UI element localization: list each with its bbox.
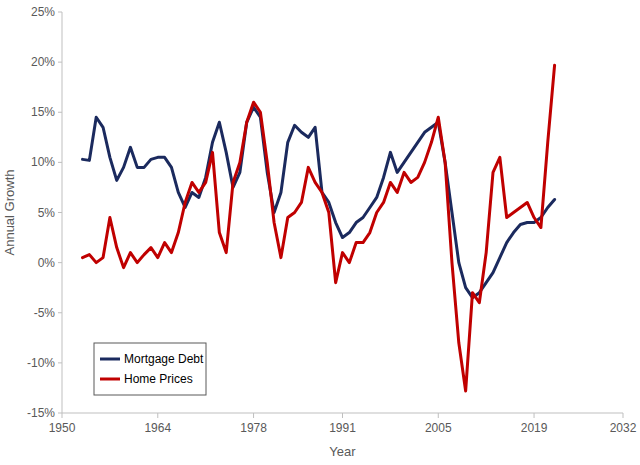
y-tick (58, 12, 62, 13)
y-tick-label: -10% (27, 356, 55, 370)
x-tick-label: 1991 (329, 421, 356, 435)
legend: Mortgage Debt Home Prices (94, 343, 206, 395)
x-tick (342, 413, 343, 418)
y-tick (58, 312, 62, 313)
legend-swatch (100, 378, 120, 381)
x-tick (62, 413, 63, 418)
y-tick-label: 20% (31, 55, 55, 69)
x-axis-label: Year (329, 444, 356, 459)
plot-area (83, 65, 555, 391)
x-tick (534, 413, 535, 418)
series-line (83, 65, 555, 391)
y-tick-label: 15% (31, 105, 55, 119)
x-tick-label: 2005 (425, 421, 452, 435)
legend-label: Home Prices (124, 372, 193, 386)
y-tick (58, 62, 62, 63)
x-tick (253, 413, 254, 418)
x-tick (623, 413, 624, 418)
y-tick-label: -15% (27, 406, 55, 420)
x-tick-label: 1950 (49, 421, 76, 435)
x-tick-label: 1978 (240, 421, 267, 435)
legend-swatch (100, 358, 120, 361)
y-tick-label: 10% (31, 155, 55, 169)
y-tick (58, 262, 62, 263)
y-tick (58, 362, 62, 363)
y-tick (58, 112, 62, 113)
chart: -15% -10% -5% 0% 5% 10% 15% 20% 25% 1950 1964 1978 1… (0, 0, 640, 465)
legend-label: Mortgage Debt (124, 352, 204, 366)
x-tick-label: 2019 (521, 421, 548, 435)
y-tick (58, 162, 62, 163)
y-tick-label: -5% (34, 306, 56, 320)
y-tick-label: 25% (31, 5, 55, 19)
x-tick-label: 2032 (610, 421, 637, 435)
y-axis-label: Annual Growth (2, 170, 17, 256)
y-tick (58, 413, 62, 414)
x-tick (157, 413, 158, 418)
y-tick-label: 0% (38, 256, 56, 270)
x-tick-label: 1964 (144, 421, 171, 435)
legend-box (94, 343, 206, 395)
y-tick (58, 212, 62, 213)
x-tick (438, 413, 439, 418)
y-tick-label: 5% (38, 206, 56, 220)
